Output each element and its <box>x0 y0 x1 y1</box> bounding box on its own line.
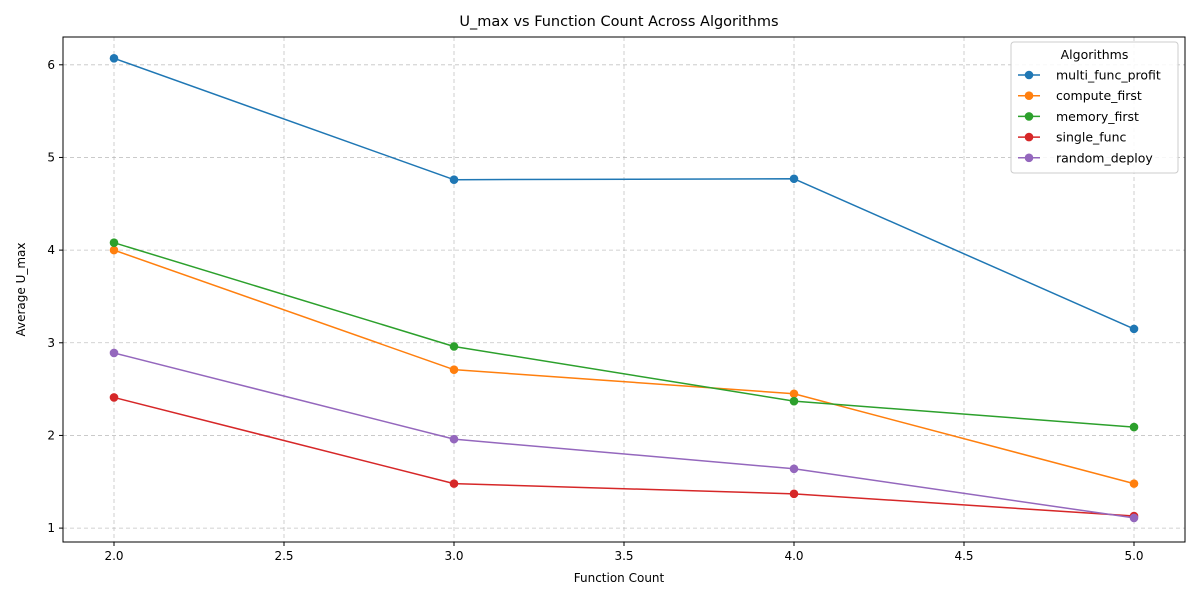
data-point <box>109 54 119 63</box>
data-point <box>789 464 799 474</box>
data-point <box>109 348 119 358</box>
data-point <box>109 238 119 248</box>
data-point <box>1129 422 1139 432</box>
data-point <box>449 479 459 488</box>
data-point <box>109 393 119 402</box>
legend-label: multi_func_profit <box>1056 68 1161 83</box>
legend-marker <box>1024 91 1034 100</box>
y-tick-label: 1 <box>47 521 55 535</box>
legend-label: compute_first <box>1056 88 1142 103</box>
x-tick-label: 4.5 <box>954 549 973 563</box>
legend: Algorithms multi_func_profit compute_firs… <box>1010 41 1179 174</box>
x-tick-label: 3.5 <box>614 549 633 563</box>
x-tick-label: 5.0 <box>1124 549 1143 563</box>
y-tick-label: 5 <box>47 150 55 164</box>
data-point <box>789 174 799 184</box>
series-compute_first <box>109 245 1139 488</box>
data-point <box>789 489 799 499</box>
x-tick-label: 2.0 <box>104 549 123 563</box>
series-line <box>113 396 1135 517</box>
data-point <box>1129 479 1139 488</box>
series-random_deploy <box>109 348 1139 523</box>
legend-marker <box>1024 132 1034 142</box>
legend-item: multi_func_profit <box>1018 68 1161 83</box>
legend-label: single_func <box>1056 130 1127 145</box>
legend-item: memory_first <box>1018 109 1139 124</box>
data-point <box>1129 513 1139 523</box>
x-axis-label: Function Count <box>574 571 665 585</box>
legend-title: Algorithms <box>1061 47 1129 62</box>
legend-label: random_deploy <box>1056 150 1153 165</box>
x-tick-label: 3.0 <box>444 549 463 563</box>
y-tick-label: 3 <box>47 336 55 350</box>
legend-item: compute_first <box>1018 88 1142 103</box>
data-point <box>1129 324 1139 334</box>
series-memory_first <box>109 238 1139 432</box>
data-point <box>449 175 459 184</box>
series-line <box>113 57 1135 330</box>
y-tick-label: 2 <box>47 428 55 442</box>
x-tick-label: 2.5 <box>274 549 293 563</box>
legend-marker <box>1024 153 1034 163</box>
legend-item: single_func <box>1018 130 1127 145</box>
data-point <box>449 434 459 444</box>
legend-item: random_deploy <box>1018 150 1153 165</box>
series-line <box>113 241 1135 428</box>
legend-label: memory_first <box>1056 109 1139 124</box>
chart-title: U_max vs Function Count Across Algorithm… <box>459 14 778 30</box>
y-axis-label: Average U_max <box>14 242 28 336</box>
x-tick-label: 4.0 <box>784 549 803 563</box>
data-point <box>109 245 119 255</box>
legend-marker <box>1024 112 1034 121</box>
legend-box <box>1010 41 1179 174</box>
series-multi_func_profit <box>109 54 1139 334</box>
series-line <box>113 249 1135 485</box>
y-tick-label: 6 <box>47 58 55 72</box>
data-point <box>789 396 799 406</box>
y-tick-label: 4 <box>47 243 55 257</box>
legend-marker <box>1024 70 1034 80</box>
data-point <box>449 365 459 374</box>
series-line <box>113 352 1135 519</box>
data-point <box>449 342 459 351</box>
data-point <box>789 389 799 399</box>
